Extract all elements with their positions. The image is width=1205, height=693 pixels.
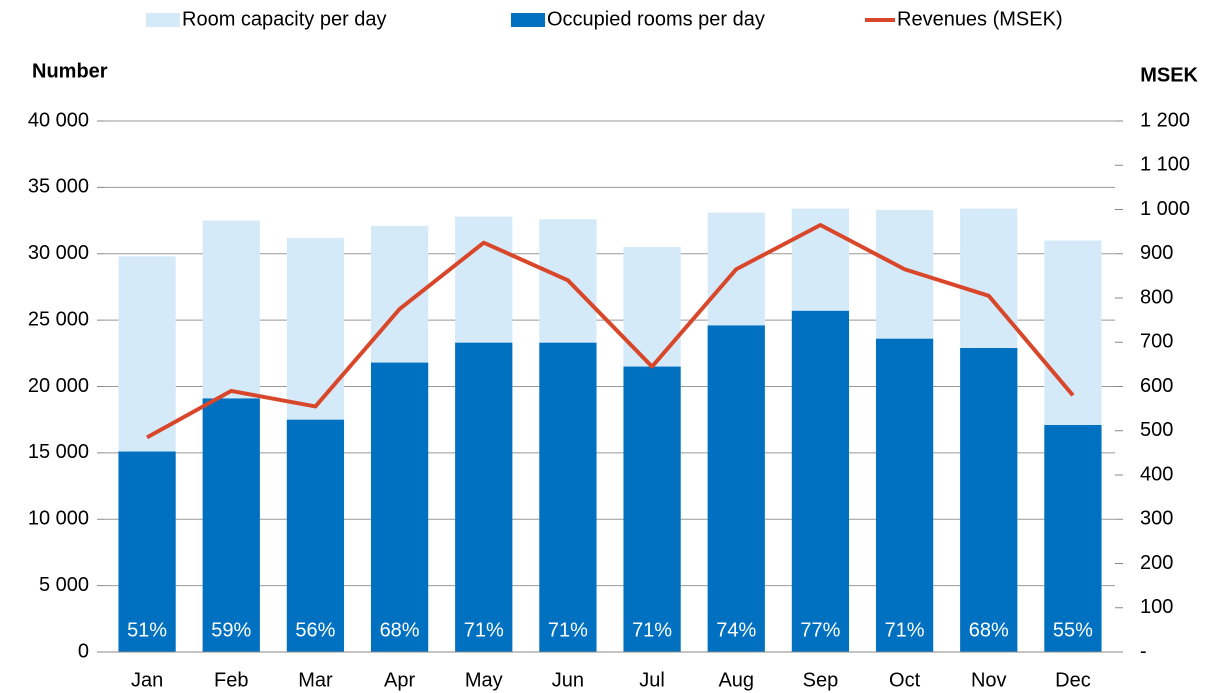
x-tick-label: Dec xyxy=(1055,669,1091,691)
bar xyxy=(1044,424,1102,652)
occupancy-label: 71% xyxy=(548,619,588,641)
y2-tick-label: 300 xyxy=(1140,508,1173,530)
occupancy-label: 71% xyxy=(464,619,504,641)
x-tick-label: Sep xyxy=(803,669,839,691)
bar xyxy=(960,348,1018,652)
y2-tick-label: - xyxy=(1140,640,1147,662)
y-tick-label: 35 000 xyxy=(28,176,89,198)
y2-tick-label: 500 xyxy=(1140,419,1173,441)
revenue-line xyxy=(146,222,1075,440)
occupancy-label: 74% xyxy=(716,619,756,641)
x-tick-label: Jan xyxy=(131,669,163,691)
x-tick-label: Jun xyxy=(552,669,584,691)
legend-label: Revenues (MSEK) xyxy=(897,8,1063,30)
occupancy-label: 55% xyxy=(1053,619,1093,641)
occupancy-label: 71% xyxy=(632,619,672,641)
x-tick-label: Nov xyxy=(971,669,1007,691)
y-tick-label: 5 000 xyxy=(39,574,89,596)
y-tick-label: 0 xyxy=(78,640,89,662)
occupancy-label: 68% xyxy=(380,619,420,641)
y2-axis-label: MSEK xyxy=(1140,64,1198,86)
x-tick-label: Jul xyxy=(639,669,665,691)
y-tick-label: 40 000 xyxy=(28,109,89,131)
y-axis-label: Number xyxy=(32,60,108,82)
y-tick-label: 10 000 xyxy=(28,508,89,530)
y-tick-label: 25 000 xyxy=(28,308,89,330)
x-tick-label: Feb xyxy=(214,669,248,691)
occupancy-label: 59% xyxy=(211,619,251,641)
y2-tick-label: 100 xyxy=(1140,596,1173,618)
bar xyxy=(707,325,765,652)
y-tick-label: 15 000 xyxy=(28,441,89,463)
legend-label: Room capacity per day xyxy=(182,8,387,30)
y2-tick-label: 800 xyxy=(1140,286,1173,308)
y2-tick-label: 900 xyxy=(1140,242,1173,264)
bar xyxy=(791,310,850,652)
y2-tick-label: 400 xyxy=(1140,463,1173,485)
bar xyxy=(539,342,597,652)
occupancy-label: 51% xyxy=(127,619,167,641)
occupancy-label: 56% xyxy=(295,619,335,641)
y-tick-label: 20 000 xyxy=(28,375,89,397)
x-tick-label: May xyxy=(465,669,503,691)
x-tick-label: Apr xyxy=(384,669,415,691)
legend-label: Occupied rooms per day xyxy=(547,8,765,30)
x-tick-label: Mar xyxy=(298,669,333,691)
y2-tick-label: 200 xyxy=(1140,552,1173,574)
y2-tick-label: 1 100 xyxy=(1140,154,1190,176)
x-tick-label: Oct xyxy=(889,669,921,691)
occupancy-label: 77% xyxy=(800,619,840,641)
bar xyxy=(370,362,429,652)
bar xyxy=(202,398,260,652)
bar xyxy=(286,419,345,652)
bar xyxy=(118,451,176,652)
y2-tick-label: 1 000 xyxy=(1140,198,1190,220)
occupancy-label: 71% xyxy=(885,619,925,641)
bar xyxy=(455,342,513,652)
y2-tick-label: 600 xyxy=(1140,375,1173,397)
legend-swatch xyxy=(511,13,545,27)
x-tick-label: Aug xyxy=(718,669,754,691)
bar xyxy=(623,366,681,652)
bar xyxy=(875,338,934,652)
occupancy-label: 68% xyxy=(969,619,1009,641)
y2-tick-label: 700 xyxy=(1140,331,1173,353)
y-tick-label: 30 000 xyxy=(28,242,89,264)
y2-tick-label: 1 200 xyxy=(1140,109,1190,131)
legend-swatch xyxy=(146,13,180,27)
